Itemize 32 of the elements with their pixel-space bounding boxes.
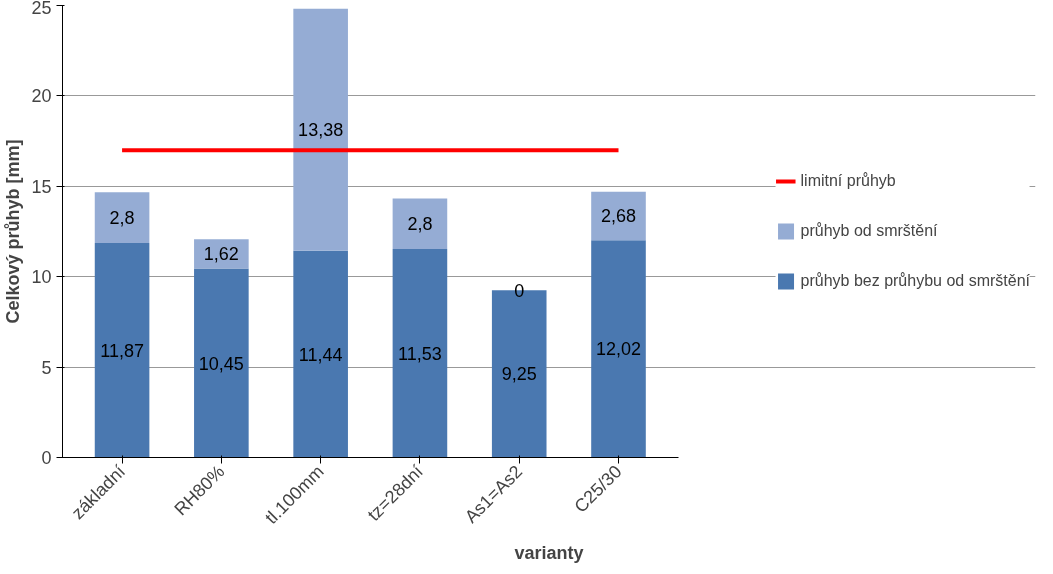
bar xyxy=(591,191,646,241)
y-axis-title: Celkový průhyb [mm] xyxy=(3,139,24,324)
bar xyxy=(293,250,348,458)
bar xyxy=(194,239,249,269)
data-label: 1,62 xyxy=(203,244,239,265)
bar xyxy=(591,240,646,458)
bar xyxy=(293,8,348,251)
bar xyxy=(392,198,448,250)
y-tick-label: 15 xyxy=(31,176,52,197)
y-tick-label: 10 xyxy=(31,267,52,288)
data-label: 11,87 xyxy=(100,340,144,361)
bar xyxy=(94,192,150,243)
y-tick-label: 20 xyxy=(31,86,52,107)
y-tick-label: 5 xyxy=(41,357,52,378)
legend-label: průhyb od smrštění xyxy=(800,222,938,240)
bar xyxy=(94,242,150,458)
data-label: 11,44 xyxy=(298,344,343,365)
bar xyxy=(194,268,249,458)
data-label: 12,02 xyxy=(595,339,642,360)
legend-label: limitní průhyb xyxy=(800,172,896,190)
bar xyxy=(392,249,448,458)
x-axis-title: varianty xyxy=(514,542,584,563)
data-label: 13,38 xyxy=(298,120,344,141)
data-label: 2,68 xyxy=(600,206,637,227)
data-label: 11,53 xyxy=(398,343,442,364)
y-tick-label: 25 xyxy=(31,0,52,18)
data-label: 10,45 xyxy=(198,353,244,374)
y-tick-label: 0 xyxy=(41,448,52,468)
legend-label: průhyb bez průhybu od smrštění xyxy=(800,272,1030,290)
data-label: 2,8 xyxy=(407,214,433,235)
data-label: 2,8 xyxy=(109,208,135,229)
data-label: 9,25 xyxy=(501,364,537,385)
